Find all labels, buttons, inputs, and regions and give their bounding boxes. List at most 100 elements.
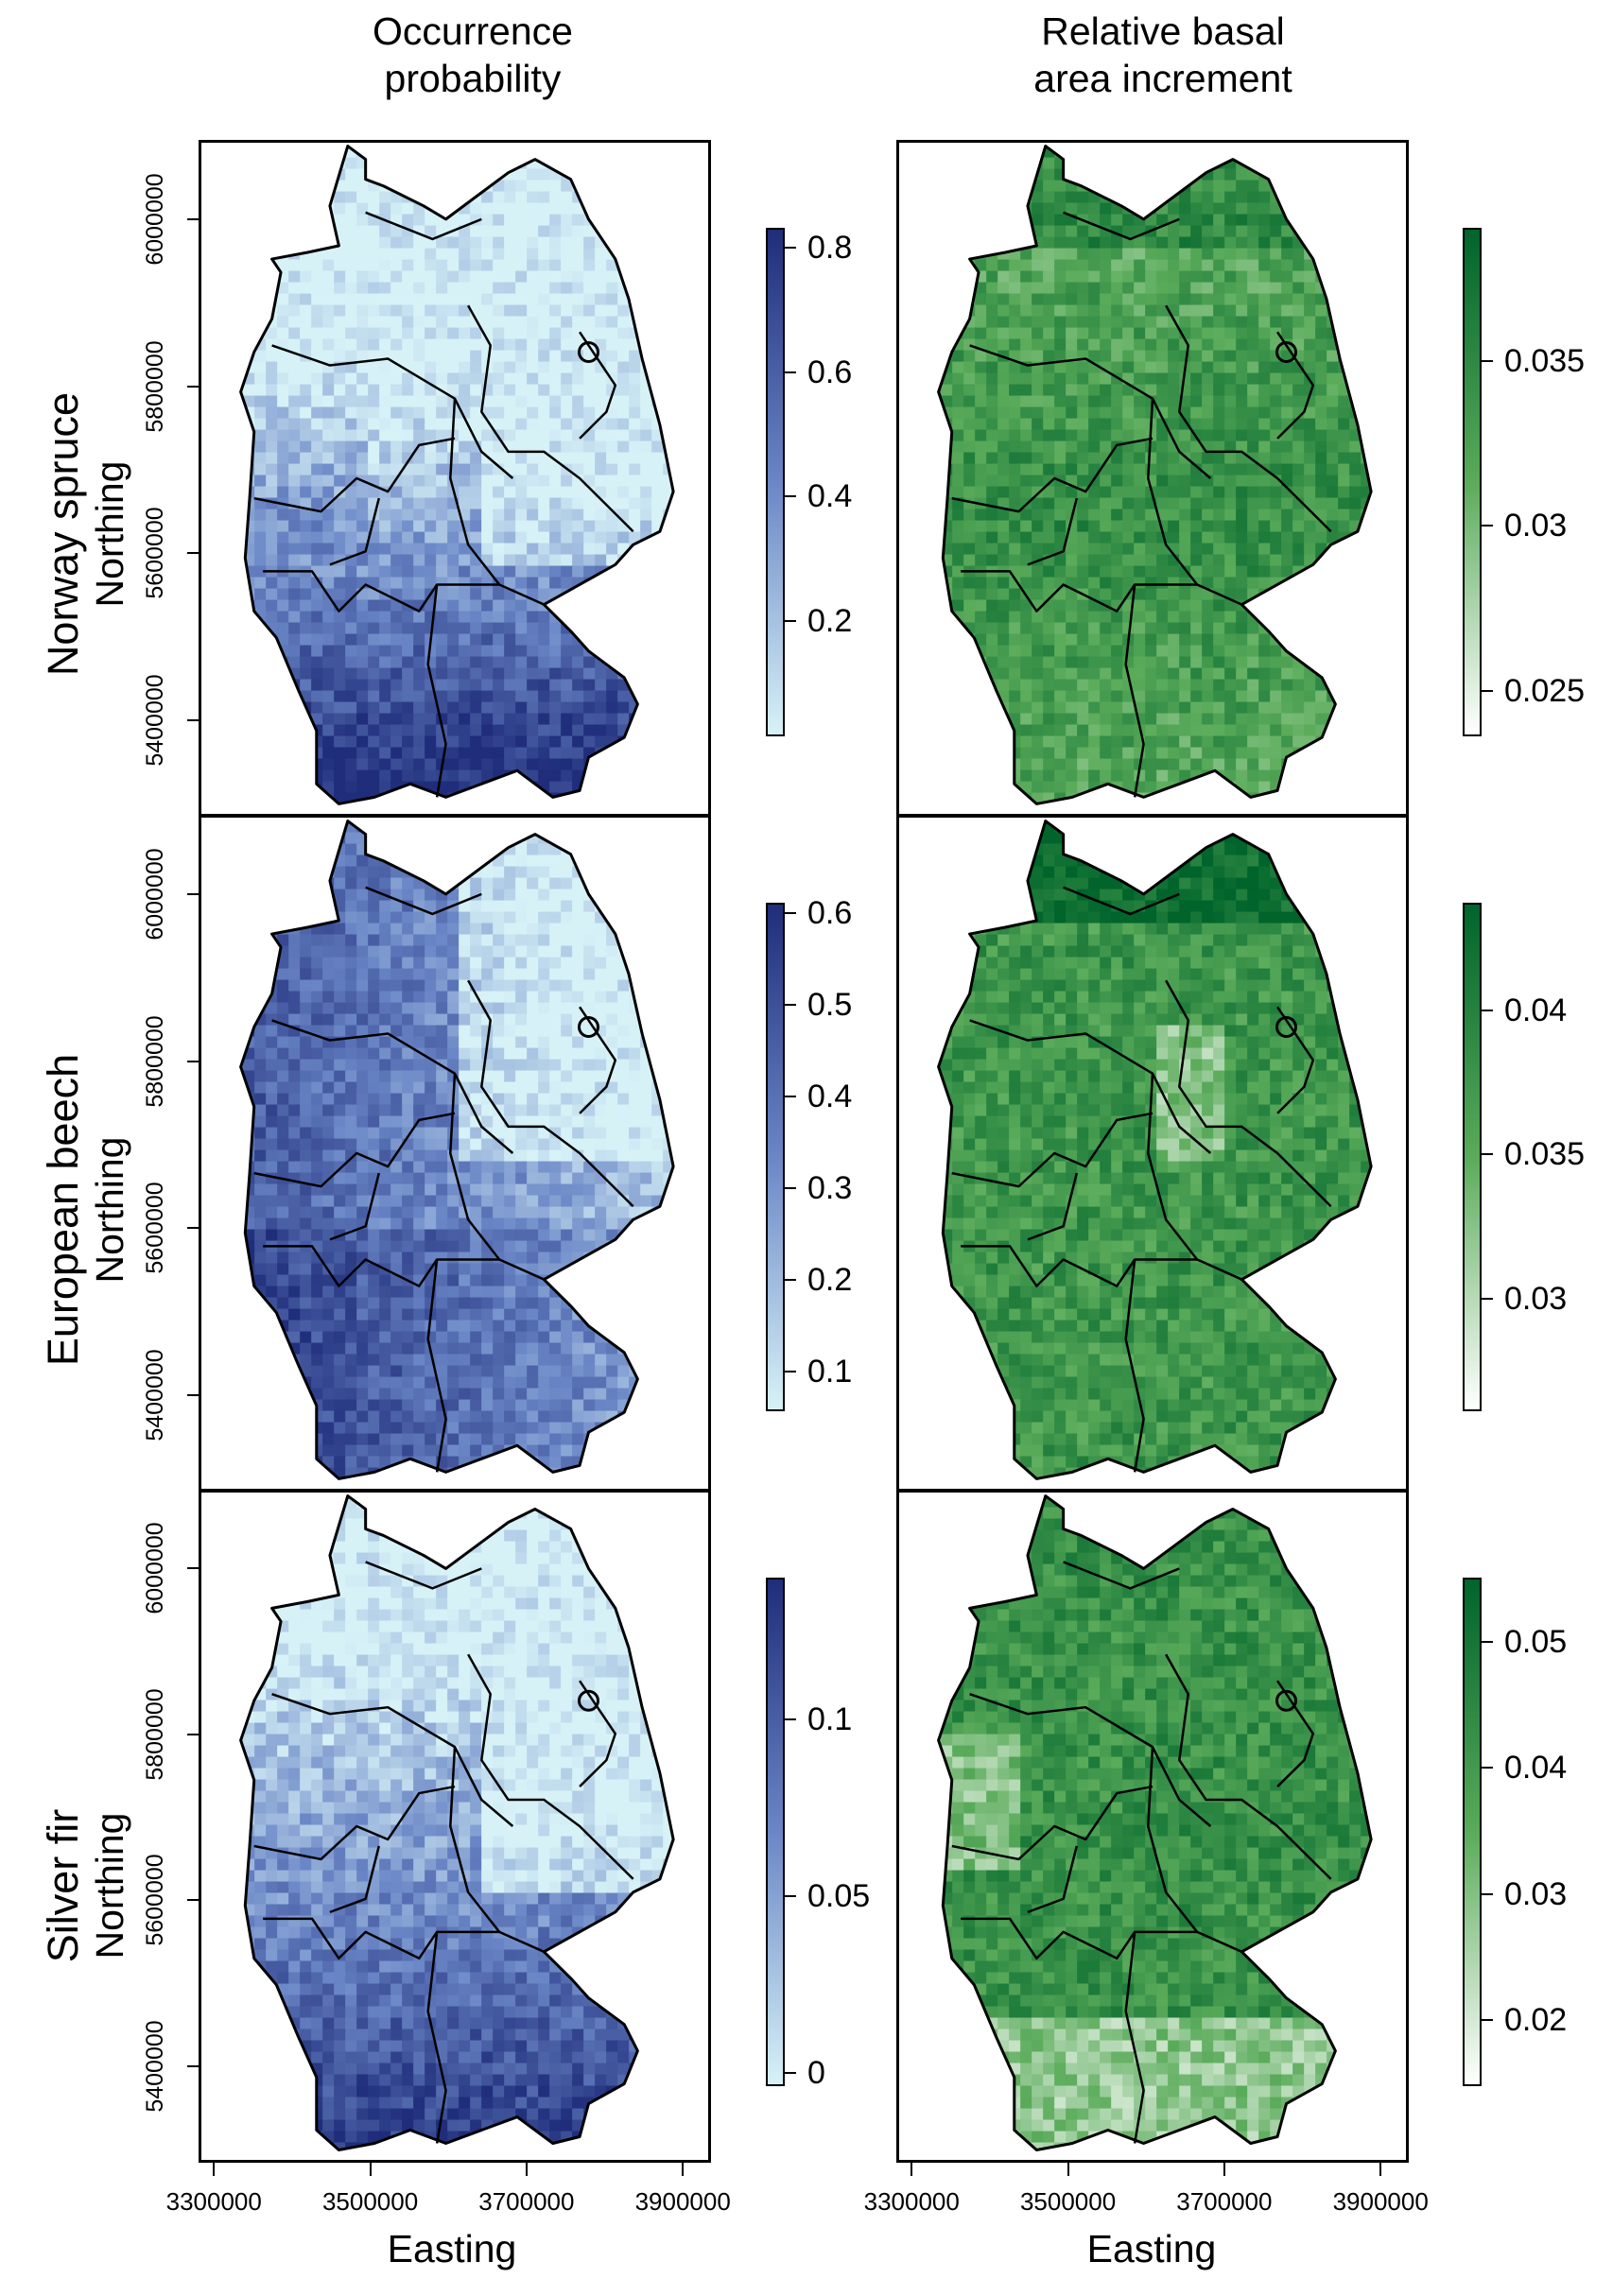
colorbar-tick-label: 0.1 bbox=[807, 1701, 853, 1738]
state-border bbox=[263, 570, 500, 613]
colorbar-tick-label: 0.2 bbox=[807, 603, 853, 640]
colorbar-tick bbox=[785, 1279, 796, 1282]
state-border bbox=[1027, 1845, 1079, 1914]
state-border bbox=[449, 1747, 545, 1953]
state-border bbox=[467, 1653, 634, 1880]
state-border bbox=[253, 1785, 456, 1861]
colorbar-tick bbox=[1482, 689, 1493, 692]
northing-tick-mark bbox=[187, 217, 199, 220]
colorbar-tick-label: 0.03 bbox=[1504, 1875, 1568, 1912]
state-border bbox=[961, 1245, 1198, 1287]
colorbar-tick-label: 0.04 bbox=[1504, 992, 1568, 1028]
northing-tick-label: 5800000 bbox=[142, 1014, 168, 1108]
colorbar-tick bbox=[785, 1371, 796, 1373]
colorbar-tick bbox=[785, 1895, 796, 1898]
state-border bbox=[1027, 497, 1079, 566]
norway-spruce-increment-map bbox=[896, 140, 1409, 817]
colorbar-tick-label: 0.035 bbox=[1504, 342, 1586, 379]
berlin-border bbox=[1275, 1015, 1298, 1038]
colorbar-tick-label: 0.05 bbox=[1504, 1623, 1568, 1660]
state-border bbox=[1124, 1931, 1145, 2144]
state-border bbox=[271, 344, 514, 479]
colorbar-tick bbox=[785, 620, 796, 623]
state-border bbox=[579, 1006, 617, 1114]
easting-tick-mark bbox=[525, 2163, 528, 2176]
easting-tick-label: 3900000 bbox=[1332, 2187, 1429, 2216]
state-border bbox=[365, 211, 482, 241]
colorbar-tick bbox=[785, 1718, 796, 1721]
state-border bbox=[271, 1019, 514, 1154]
colorbar-tick-label: 0.6 bbox=[807, 354, 853, 390]
northing-tick-label: 5600000 bbox=[142, 1182, 168, 1274]
x-axis-label-left: Easting bbox=[387, 2227, 517, 2270]
state-border bbox=[1147, 398, 1242, 606]
easting-tick-mark bbox=[1379, 2163, 1382, 2176]
colorbar-tick bbox=[785, 911, 796, 914]
state-border bbox=[1276, 1680, 1315, 1787]
northing-tick-mark bbox=[187, 718, 199, 721]
colorbar-tick-label: 0.4 bbox=[807, 1078, 853, 1114]
norway-spruce-occurrence-map bbox=[199, 140, 711, 817]
state-border bbox=[329, 1172, 381, 1241]
northing-tick-mark bbox=[187, 1393, 199, 1396]
berlin-border bbox=[1275, 1689, 1298, 1712]
colorbar-tick bbox=[785, 2071, 796, 2074]
state-border bbox=[1124, 1259, 1145, 1473]
colorbar-tick bbox=[1482, 1153, 1493, 1156]
easting-tick-mark bbox=[213, 2163, 216, 2176]
easting-tick-label: 3500000 bbox=[321, 2187, 419, 2216]
silver-fir-occurrence-map bbox=[199, 1490, 711, 2163]
country-border bbox=[239, 820, 675, 1480]
state-border bbox=[467, 979, 634, 1208]
species-label: European beech bbox=[39, 1053, 87, 1367]
state-border bbox=[426, 1259, 447, 1473]
northing-tick-mark bbox=[187, 892, 199, 895]
state-border bbox=[365, 1561, 482, 1590]
northing-tick-label: 6000000 bbox=[142, 1522, 168, 1614]
european-beech-occurrence-map bbox=[199, 815, 711, 1492]
state-border bbox=[1165, 1653, 1332, 1880]
state-border bbox=[951, 1112, 1153, 1188]
species-label: Silver fir bbox=[39, 1808, 87, 1963]
row-label-1: Norway spruce Northing bbox=[39, 364, 134, 704]
northing-tick-label: 5800000 bbox=[142, 1688, 168, 1781]
easting-tick-mark bbox=[1067, 2163, 1069, 2176]
colorbar-tick bbox=[1482, 2019, 1493, 2022]
northing-tick-label: 5400000 bbox=[142, 2020, 168, 2113]
occurrence-colorbar bbox=[766, 903, 785, 1411]
northing-tick-label: 6000000 bbox=[142, 173, 168, 266]
column-title-occurrence: Occurrence probability bbox=[373, 9, 573, 100]
northing-tick-mark bbox=[187, 551, 199, 554]
northing-tick-label: 5400000 bbox=[142, 1348, 168, 1441]
northing-tick-mark bbox=[187, 385, 199, 388]
colorbar-tick-label: 0.035 bbox=[1504, 1136, 1586, 1173]
state-border bbox=[467, 304, 634, 533]
easting-tick-label: 3300000 bbox=[863, 2187, 960, 2216]
increment-colorbar bbox=[1463, 903, 1482, 1411]
country-border bbox=[937, 1494, 1373, 2151]
state-border bbox=[969, 1693, 1212, 1827]
colorbar-tick bbox=[785, 1003, 796, 1006]
northing-tick-label: 5600000 bbox=[142, 507, 168, 599]
colorbar-tick-label: 0.5 bbox=[807, 986, 853, 1023]
state-border bbox=[951, 437, 1153, 513]
colorbar-tick-label: 0.05 bbox=[807, 1878, 871, 1915]
state-border bbox=[1147, 1747, 1242, 1953]
colorbar-tick-label: 0.4 bbox=[807, 478, 853, 515]
row-label-2: European beech Northing bbox=[39, 1040, 134, 1380]
state-border bbox=[365, 886, 482, 916]
northing-tick-mark bbox=[187, 1899, 199, 1902]
state-border bbox=[449, 398, 545, 606]
northing-tick-mark bbox=[187, 1734, 199, 1736]
berlin-border bbox=[578, 1689, 600, 1712]
easting-tick-label: 3700000 bbox=[1176, 2187, 1273, 2216]
silver-fir-increment-map bbox=[896, 1490, 1409, 2163]
increment-colorbar bbox=[1463, 1578, 1482, 2086]
colorbar-tick-label: 0.025 bbox=[1504, 672, 1586, 709]
easting-tick-mark bbox=[369, 2163, 372, 2176]
easting-tick-mark bbox=[1223, 2163, 1225, 2176]
state-border bbox=[1165, 979, 1332, 1208]
state-border bbox=[1063, 1561, 1180, 1590]
colorbar-tick-label: 0.3 bbox=[807, 1169, 853, 1206]
state-border bbox=[329, 497, 381, 566]
